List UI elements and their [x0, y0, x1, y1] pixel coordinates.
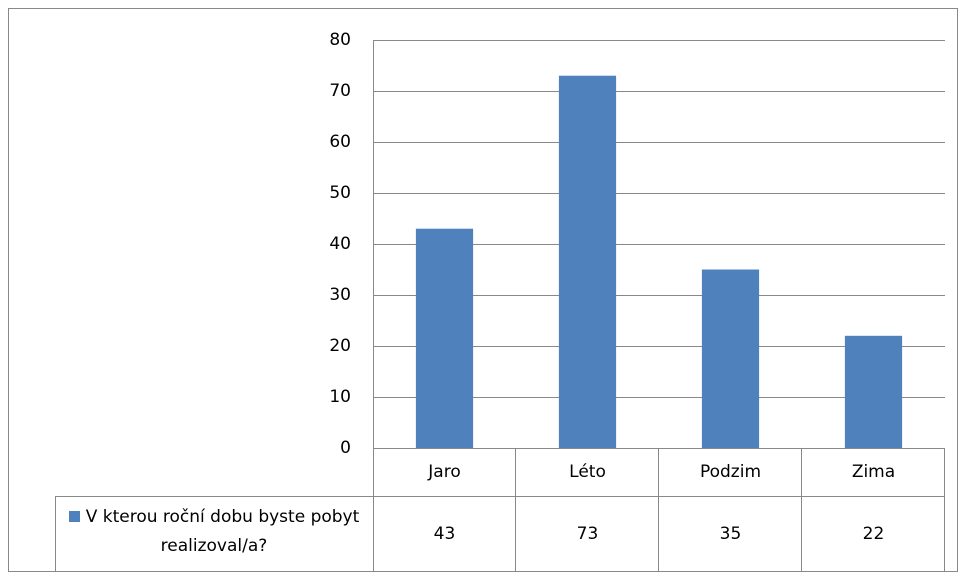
y-tick-label: 80 — [329, 30, 351, 50]
table-value: 43 — [434, 524, 456, 544]
legend-entry: V kterou roční dobu byste pobyt realizov… — [60, 503, 368, 561]
chart-border — [8, 8, 958, 572]
x-tick-label: Podzim — [700, 462, 761, 482]
bar — [844, 335, 903, 448]
legend-swatch — [68, 511, 80, 522]
x-tick-label: Léto — [569, 462, 606, 482]
y-tick-label: 20 — [329, 336, 351, 356]
y-tick-label: 60 — [329, 132, 351, 152]
table-value: 22 — [863, 524, 885, 544]
bar — [558, 75, 617, 448]
y-tick-label: 70 — [329, 81, 351, 101]
bar — [701, 269, 760, 448]
x-tick-label: Jaro — [427, 462, 460, 482]
y-tick-label: 30 — [329, 285, 351, 305]
y-tick-label: 0 — [340, 438, 351, 458]
bar — [415, 228, 474, 448]
table-value: 73 — [577, 524, 599, 544]
y-tick-label: 40 — [329, 234, 351, 254]
x-tick-label: Zima — [852, 462, 895, 482]
y-tick-label: 10 — [329, 387, 351, 407]
legend-label: V kterou roční dobu byste pobyt realizov… — [85, 507, 360, 556]
table-value: 35 — [720, 524, 742, 544]
y-tick-label: 50 — [329, 183, 351, 203]
